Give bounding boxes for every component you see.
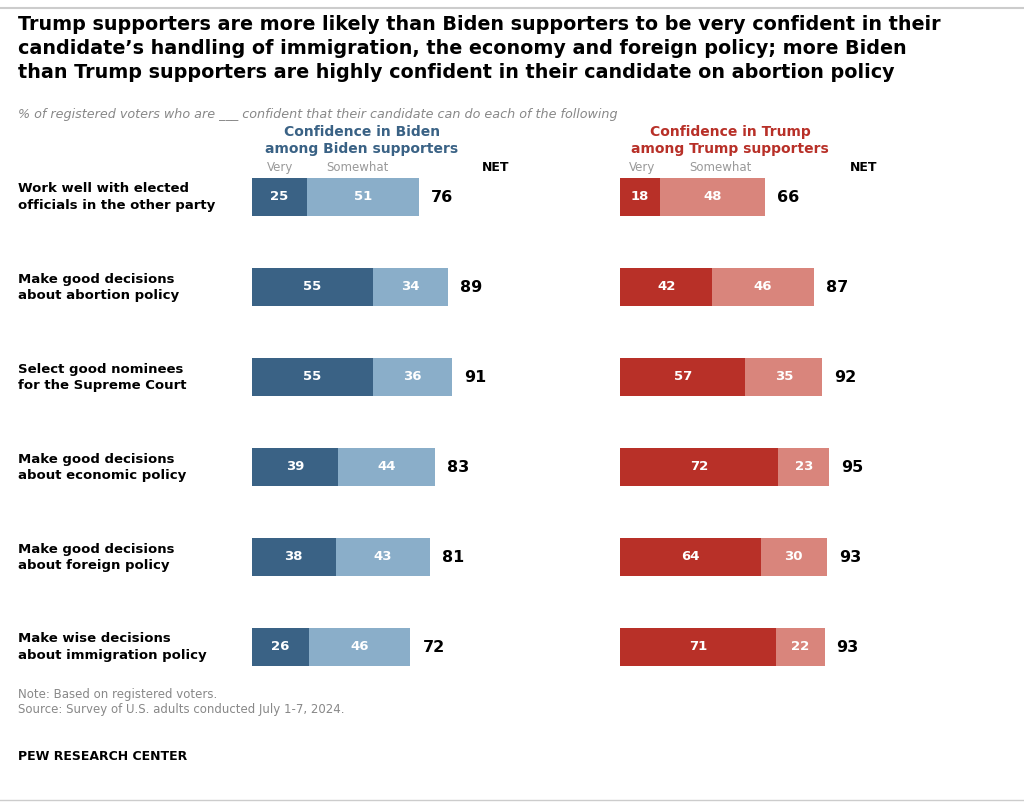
Bar [620, 538, 761, 576]
Bar [620, 358, 745, 396]
Text: Very: Very [267, 161, 293, 174]
Bar [252, 448, 338, 486]
Text: 34: 34 [401, 280, 420, 293]
Text: Select good nominees
for the Supreme Court: Select good nominees for the Supreme Cou… [18, 363, 186, 392]
Text: 51: 51 [354, 191, 373, 204]
Text: 87: 87 [825, 280, 848, 294]
Bar [659, 178, 765, 216]
Text: 93: 93 [837, 639, 859, 654]
Text: Somewhat: Somewhat [326, 161, 388, 174]
Text: 30: 30 [784, 550, 803, 563]
Text: 38: 38 [285, 550, 303, 563]
Bar [252, 628, 309, 666]
Text: 92: 92 [835, 369, 857, 385]
Bar [252, 358, 373, 396]
Bar [309, 628, 411, 666]
Text: 26: 26 [271, 641, 290, 654]
Text: 72: 72 [690, 461, 709, 473]
Bar [620, 268, 713, 306]
Text: 64: 64 [681, 550, 699, 563]
Text: Confidence in Trump: Confidence in Trump [649, 125, 810, 139]
Text: 46: 46 [754, 280, 772, 293]
Text: Somewhat: Somewhat [689, 161, 752, 174]
Text: 71: 71 [689, 641, 708, 654]
Text: Make good decisions
about foreign policy: Make good decisions about foreign policy [18, 542, 174, 571]
Bar [620, 628, 776, 666]
Text: NET: NET [850, 161, 878, 174]
Text: 42: 42 [657, 280, 676, 293]
Bar [252, 268, 373, 306]
Bar [307, 178, 419, 216]
Text: 44: 44 [377, 461, 395, 473]
Text: Note: Based on registered voters.
Source: Survey of U.S. adults conducted July 1: Note: Based on registered voters. Source… [18, 688, 344, 716]
Text: % of registered voters who are ___ confident that their candidate can do each of: % of registered voters who are ___ confi… [18, 108, 617, 121]
Text: 35: 35 [775, 371, 793, 384]
Text: Confidence in Biden: Confidence in Biden [284, 125, 440, 139]
Text: 83: 83 [446, 460, 469, 474]
Bar [338, 448, 434, 486]
Text: 72: 72 [422, 639, 444, 654]
Text: 25: 25 [270, 191, 289, 204]
Bar [620, 178, 659, 216]
Text: among Trump supporters: among Trump supporters [631, 142, 828, 156]
Text: 46: 46 [350, 641, 369, 654]
Bar [373, 358, 453, 396]
Text: NET: NET [482, 161, 510, 174]
Text: 39: 39 [286, 461, 304, 473]
Bar [373, 268, 447, 306]
Bar [778, 448, 829, 486]
Text: 23: 23 [795, 461, 813, 473]
Bar [776, 628, 824, 666]
Text: Make good decisions
about abortion policy: Make good decisions about abortion polic… [18, 272, 179, 301]
Bar [745, 358, 822, 396]
Text: 57: 57 [674, 371, 692, 384]
Text: Make wise decisions
about immigration policy: Make wise decisions about immigration po… [18, 633, 207, 662]
Text: 89: 89 [460, 280, 482, 294]
Text: 48: 48 [703, 191, 722, 204]
Text: Make good decisions
about economic policy: Make good decisions about economic polic… [18, 452, 186, 482]
Text: Work well with elected
officials in the other party: Work well with elected officials in the … [18, 183, 215, 212]
Bar [252, 538, 336, 576]
Text: 36: 36 [403, 371, 422, 384]
Text: among Biden supporters: among Biden supporters [265, 142, 459, 156]
Bar [336, 538, 430, 576]
Bar [620, 448, 778, 486]
Text: 95: 95 [841, 460, 863, 474]
Text: PEW RESEARCH CENTER: PEW RESEARCH CENTER [18, 750, 187, 763]
Text: 18: 18 [631, 191, 649, 204]
Text: 66: 66 [777, 190, 800, 204]
Bar [713, 268, 814, 306]
Text: Very: Very [629, 161, 655, 174]
Text: 81: 81 [442, 549, 465, 565]
Text: 55: 55 [303, 371, 322, 384]
Text: 93: 93 [839, 549, 861, 565]
Bar [761, 538, 826, 576]
Bar [252, 178, 307, 216]
Text: 22: 22 [792, 641, 810, 654]
Text: Trump supporters are more likely than Biden supporters to be very confident in t: Trump supporters are more likely than Bi… [18, 15, 941, 82]
Text: 91: 91 [464, 369, 486, 385]
Text: 55: 55 [303, 280, 322, 293]
Text: 76: 76 [431, 190, 454, 204]
Text: 43: 43 [374, 550, 392, 563]
